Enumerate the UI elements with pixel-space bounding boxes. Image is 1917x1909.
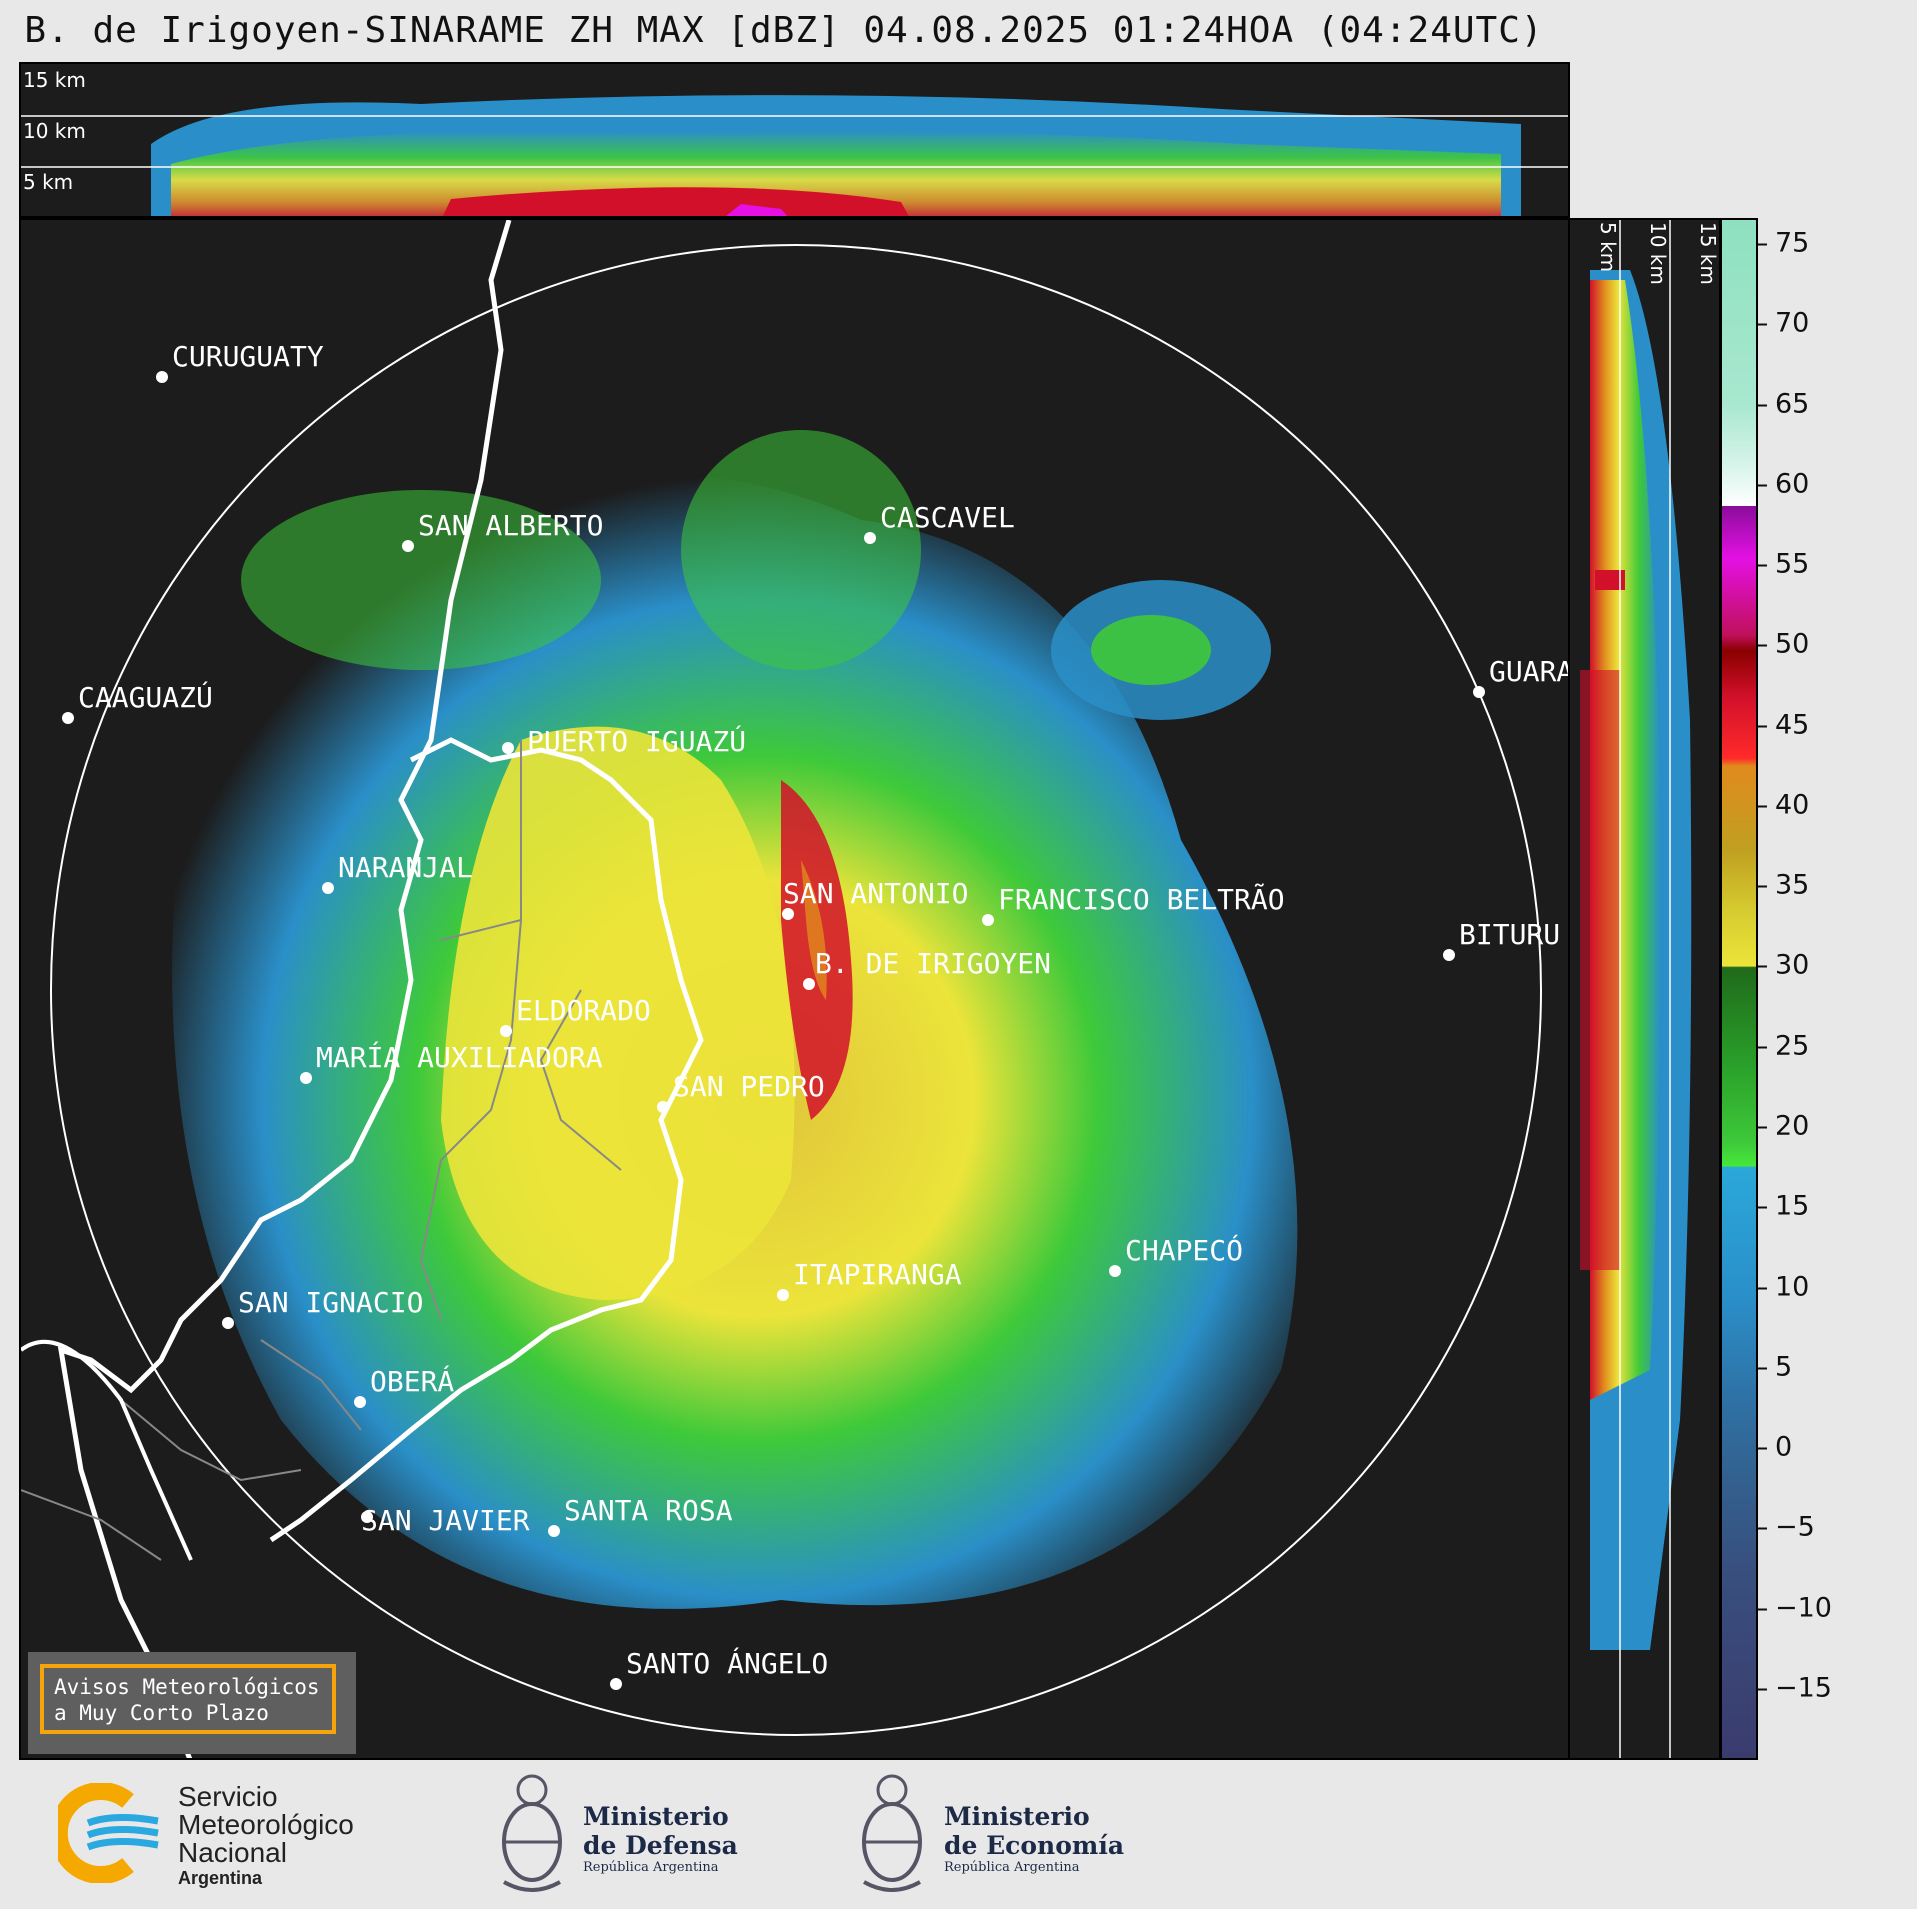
colorbar-tick: 20: [1758, 1111, 1809, 1142]
coat-of-arms-defensa-icon: [502, 1774, 562, 1892]
city-label-cascavel: CASCAVEL: [880, 501, 1015, 534]
economia-line-2: de Economía: [944, 1831, 1125, 1860]
colorbar-tick: 65: [1758, 389, 1809, 420]
city-label-san-ignacio: SAN IGNACIO: [238, 1286, 423, 1319]
city-label-obera: OBERÁ: [370, 1364, 454, 1398]
colorbar-tick: 75: [1758, 228, 1809, 259]
city-markers: [62, 371, 1485, 1690]
notice-line-2: a Muy Corto Plazo: [54, 1701, 269, 1725]
city-label-itapiranga: ITAPIRANGA: [793, 1258, 962, 1291]
colorbar: [1720, 218, 1758, 1760]
economia-name: Ministerio de Economía República Argenti…: [944, 1802, 1124, 1875]
height-label-15km: 15 km: [23, 68, 86, 92]
economia-line-3: República Argentina: [944, 1860, 1080, 1875]
colorbar-tick: 0: [1758, 1432, 1792, 1463]
city-label-francisco-beltrao: FRANCISCO BELTRÃO: [998, 883, 1285, 916]
side-height-label-15km: 15 km: [1696, 222, 1720, 285]
colorbar-tick: 50: [1758, 629, 1809, 660]
city-label-b-de-irigoyen: B. DE IRIGOYEN: [815, 947, 1051, 980]
side-height-label-5km: 5 km: [1596, 222, 1620, 273]
map-title: B. de Irigoyen-SINARAME ZH MAX [dBZ] 04.…: [24, 10, 1544, 51]
side-height-label-10km: 10 km: [1646, 222, 1670, 285]
coat-of-arms-economia-icon: [862, 1774, 922, 1892]
defensa-name: Ministerio de Defensa República Argentin…: [583, 1802, 738, 1875]
defensa-line-1: Ministerio: [583, 1802, 729, 1831]
colorbar-tick: 40: [1758, 790, 1809, 821]
top-cross-section-echo: [21, 95, 1568, 216]
city-label-caaguazu: CAAGUAZÚ: [78, 680, 213, 714]
colorbar-tick: 10: [1758, 1272, 1809, 1303]
radar-echo-layer: CURUGUATY SAN ALBERTO CASCAVEL CAAGUAZÚ …: [21, 220, 1570, 1758]
economia-line-1: Ministerio: [944, 1802, 1090, 1831]
city-label-san-pedro: SAN PEDRO: [673, 1070, 825, 1103]
city-label-bituru: BITURU: [1459, 918, 1560, 951]
city-label-chapeco: CHAPECÓ: [1125, 1233, 1243, 1267]
defensa-line-3: República Argentina: [583, 1860, 719, 1875]
smn-logo-icon: [58, 1783, 159, 1883]
smn-name: Servicio Meteorológico Nacional Argentin…: [178, 1783, 354, 1889]
city-label-puerto-iguazu: PUERTO IGUAZÚ: [527, 724, 746, 758]
colorbar-tick: 45: [1758, 710, 1809, 741]
defensa-line-2: de Defensa: [583, 1831, 738, 1860]
city-label-san-alberto: SAN ALBERTO: [418, 509, 603, 542]
colorbar-tick: −15: [1758, 1673, 1832, 1704]
colorbar-tick: 60: [1758, 469, 1809, 500]
colorbar-tick: 70: [1758, 308, 1809, 339]
height-label-5km: 5 km: [23, 170, 74, 194]
colorbar-tick: 5: [1758, 1352, 1792, 1383]
colorbar-tick: 25: [1758, 1031, 1809, 1062]
colorbar-tick: 55: [1758, 549, 1809, 580]
city-label-eldorado: ELDORADO: [516, 994, 651, 1027]
side-cross-section: 5 km 10 km 15 km: [1568, 218, 1721, 1760]
colorbar-tick: 35: [1758, 870, 1809, 901]
height-label-10km: 10 km: [23, 119, 86, 143]
notice-box: Avisos Meteorológicos a Muy Corto Plazo: [28, 1652, 356, 1754]
city-label-maria-auxiliadora: MARÍA AUXILIADORA: [316, 1040, 603, 1074]
smn-line-4: Argentina: [178, 1868, 263, 1888]
city-label-curuguaty: CURUGUATY: [172, 340, 324, 373]
city-label-guara: GUARA: [1489, 655, 1570, 688]
city-label-san-antonio: SAN ANTONIO: [783, 877, 968, 910]
colorbar-tick: 15: [1758, 1191, 1809, 1222]
notice-line-1: Avisos Meteorológicos: [54, 1675, 320, 1699]
colorbar-tick: −10: [1758, 1593, 1832, 1624]
smn-line-3: Nacional: [178, 1837, 287, 1868]
smn-line-1: Servicio: [178, 1781, 278, 1812]
colorbar-tick: −5: [1758, 1512, 1815, 1543]
side-cross-section-echo: [1580, 220, 1692, 1758]
top-cross-section: 15 km 10 km 5 km: [19, 62, 1570, 218]
radar-map[interactable]: CURUGUATY SAN ALBERTO CASCAVEL CAAGUAZÚ …: [19, 218, 1570, 1760]
smn-line-2: Meteorológico: [178, 1809, 354, 1840]
city-label-naranjal: NARANJAL: [338, 851, 473, 884]
city-label-santa-rosa: SANTA ROSA: [564, 1494, 733, 1527]
colorbar-tick: 30: [1758, 950, 1809, 981]
city-label-san-javier: SAN JAVIER: [361, 1504, 530, 1537]
city-label-santo-angelo: SANTO ÁNGELO: [626, 1646, 828, 1680]
